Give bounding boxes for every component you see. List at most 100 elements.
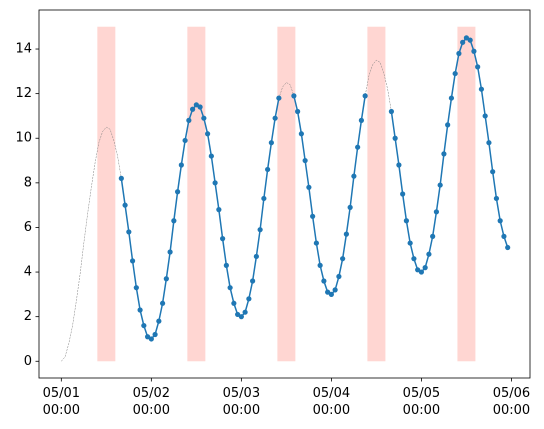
data-point: [486, 140, 492, 146]
data-point: [490, 169, 496, 175]
data-point: [253, 253, 259, 260]
highlight-span: [457, 26, 476, 362]
data-point: [340, 256, 346, 262]
data-point: [193, 102, 199, 108]
data-point: [460, 39, 466, 45]
data-point: [411, 256, 417, 262]
y-tick-label: 2: [24, 309, 32, 324]
data-point: [445, 122, 451, 128]
data-point: [212, 180, 218, 186]
data-point: [501, 233, 507, 239]
data-point: [261, 195, 267, 202]
data-point: [231, 300, 237, 306]
data-point: [268, 140, 274, 146]
data-point: [291, 93, 297, 99]
y-tick-label: 6: [24, 220, 32, 235]
data-point: [186, 117, 192, 123]
data-point: [358, 117, 364, 123]
data-point: [437, 182, 443, 188]
data-point: [295, 108, 301, 115]
data-point: [467, 37, 473, 43]
data-point: [171, 218, 177, 224]
data-point: [400, 191, 406, 197]
axes-frame: [38, 9, 531, 379]
data-point: [137, 307, 143, 313]
data-point: [216, 207, 222, 213]
data-point: [336, 273, 342, 280]
data-point: [257, 227, 263, 233]
data-point: [227, 285, 233, 291]
data-point: [144, 334, 151, 340]
data-point: [220, 236, 226, 242]
data-point: [190, 106, 196, 112]
data-point: [478, 86, 485, 92]
y-tick-label: 8: [24, 175, 32, 190]
y-tick-label: 0: [24, 354, 32, 369]
x-tick-label: 05/05 00:00: [402, 386, 441, 418]
data-point: [174, 189, 181, 195]
highlight-span: [97, 26, 116, 362]
highlight-span: [367, 26, 386, 362]
data-point: [456, 50, 462, 57]
data-point: [471, 48, 477, 54]
data-point: [148, 336, 154, 342]
data-point: [182, 137, 188, 144]
data-point: [126, 229, 132, 235]
data-point: [306, 184, 312, 190]
x-tick-label: 05/01 00:00: [42, 386, 81, 418]
data-point: [201, 115, 207, 121]
data-point: [403, 218, 410, 224]
data-point: [422, 265, 428, 271]
series-line: [120, 36, 509, 340]
y-tick-label: 4: [24, 265, 32, 280]
data-point: [497, 218, 503, 224]
data-point: [325, 289, 331, 295]
data-point: [152, 331, 158, 338]
data-point: [163, 276, 169, 282]
data-point: [355, 144, 361, 150]
data-point: [493, 195, 500, 202]
data-point: [441, 151, 447, 157]
highlight-span: [187, 26, 206, 362]
data-point: [433, 209, 440, 215]
data-point: [156, 318, 162, 324]
data-point: [167, 249, 173, 255]
data-point: [418, 269, 425, 275]
x-tick-label: 05/04 00:00: [312, 386, 351, 418]
data-point: [302, 157, 308, 164]
data-point: [407, 240, 413, 246]
data-point: [396, 162, 402, 168]
data-point: [159, 300, 166, 306]
data-point: [197, 104, 203, 110]
data-point: [208, 153, 214, 159]
data-point: [475, 64, 481, 70]
data-point: [122, 202, 128, 208]
data-point: [448, 95, 455, 101]
data-point: [235, 311, 241, 318]
data-point: [246, 296, 252, 302]
data-point: [343, 231, 349, 237]
y-tick-label: 14: [15, 42, 32, 57]
data-point: [332, 287, 338, 293]
data-point: [482, 113, 488, 119]
data-point: [141, 322, 147, 329]
data-point: [463, 35, 470, 41]
x-tick-label: 05/02 00:00: [132, 386, 171, 418]
x-tick-label: 05/03 00:00: [222, 386, 261, 418]
data-point: [362, 93, 368, 99]
data-point: [238, 314, 244, 320]
data-point: [430, 233, 436, 239]
data-point: [313, 240, 319, 246]
data-point: [118, 175, 124, 181]
data-point: [388, 108, 395, 115]
x-tick-label: 05/06 00:00: [492, 386, 531, 418]
y-tick-label: 10: [15, 131, 32, 146]
data-point: [426, 251, 432, 257]
data-point: [272, 115, 278, 121]
data-point: [452, 70, 458, 77]
data-point: [133, 285, 139, 291]
data-point: [392, 135, 398, 141]
data-point: [205, 131, 211, 137]
